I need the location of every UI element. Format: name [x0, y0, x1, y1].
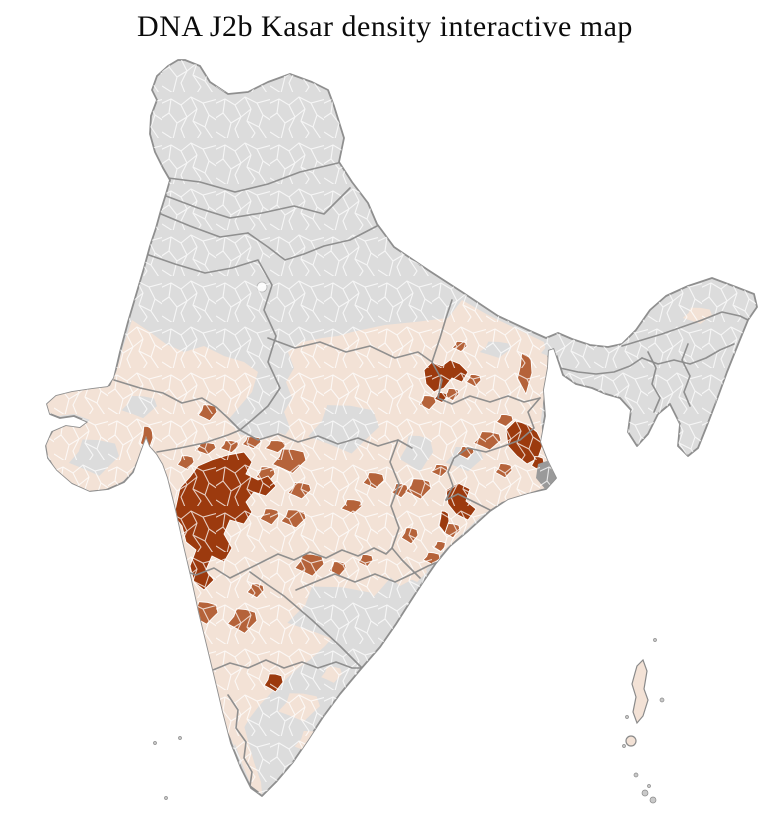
small-island-dot: [625, 715, 629, 719]
islands-layer[interactable]: [153, 638, 665, 804]
small-island-dot: [649, 796, 657, 804]
small-island-dot: [659, 697, 665, 703]
small-island-dot: [653, 638, 657, 642]
lakshadweep-island-dot: [153, 741, 157, 745]
lakshadweep-island-dot: [164, 796, 168, 800]
small-island-dot: [641, 789, 649, 797]
andaman-island-south[interactable]: [625, 735, 637, 747]
map-title: DNA J2b Kasar density interactive map: [137, 10, 633, 43]
andaman-island[interactable]: [631, 658, 649, 725]
small-island-dot: [622, 744, 626, 748]
small-island-dot: [647, 784, 651, 788]
lakshadweep-island-dot: [178, 736, 182, 740]
state-borders-layer: [113, 162, 749, 793]
small-island-dot: [633, 772, 639, 778]
